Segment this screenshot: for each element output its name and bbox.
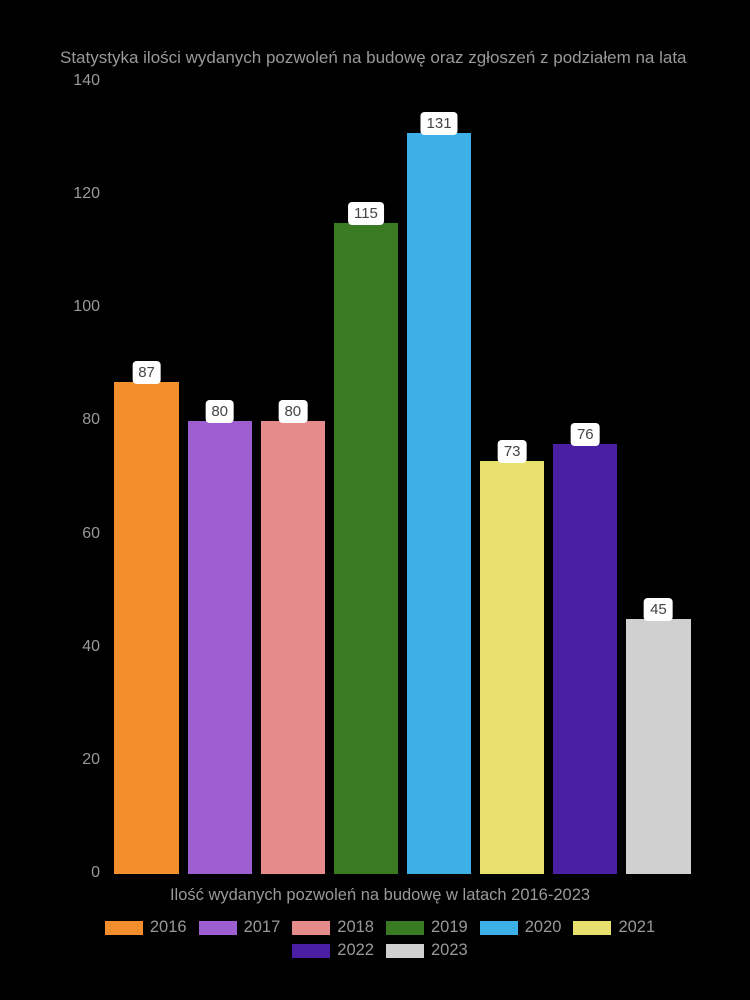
bar-value-label: 73 <box>498 440 527 463</box>
x-axis-label: Ilość wydanych pozwoleń na budowę w lata… <box>60 886 700 905</box>
bar-value-label: 131 <box>421 112 458 135</box>
legend-item: 2017 <box>199 918 281 937</box>
legend-swatch <box>480 921 518 935</box>
y-tick-label: 100 <box>50 298 100 316</box>
bar <box>407 133 471 874</box>
bar <box>480 461 544 874</box>
legend-item: 2016 <box>105 918 187 937</box>
legend-label: 2018 <box>337 918 374 937</box>
y-tick-label: 140 <box>50 72 100 90</box>
bar-value-label: 87 <box>132 361 161 384</box>
bar <box>261 421 325 874</box>
legend-swatch <box>573 921 611 935</box>
bar <box>188 421 252 874</box>
legend-item: 2019 <box>386 918 468 937</box>
legend-swatch <box>386 921 424 935</box>
legend-item: 2018 <box>292 918 374 937</box>
y-tick-label: 60 <box>50 525 100 543</box>
bar-value-label: 76 <box>571 423 600 446</box>
bar <box>334 223 398 874</box>
legend-item: 2022 <box>292 941 374 960</box>
legend-label: 2016 <box>150 918 187 937</box>
legend-swatch <box>386 944 424 958</box>
legend-swatch <box>105 921 143 935</box>
chart-title: Statystyka ilości wydanych pozwoleń na b… <box>60 48 687 68</box>
legend-swatch <box>292 921 330 935</box>
legend-label: 2019 <box>431 918 468 937</box>
bar <box>626 619 690 874</box>
legend: 2016 2017 2018 2019 2020 2021 2022 2023 <box>60 918 700 960</box>
bar-value-label: 80 <box>205 400 234 423</box>
bar-value-label: 115 <box>348 202 384 225</box>
legend-label: 2020 <box>525 918 562 937</box>
legend-item: 2020 <box>480 918 562 937</box>
legend-item: 2023 <box>386 941 468 960</box>
plot-area: 87 80 80 115 131 73 76 45 <box>110 82 695 874</box>
legend-label: 2021 <box>618 918 655 937</box>
bar-value-label: 45 <box>644 598 673 621</box>
y-tick-label: 0 <box>50 864 100 882</box>
y-tick-label: 120 <box>50 185 100 203</box>
legend-swatch <box>292 944 330 958</box>
legend-label: 2023 <box>431 941 468 960</box>
bar-value-label: 80 <box>278 400 307 423</box>
y-tick-label: 80 <box>50 411 100 429</box>
chart-container: Statystyka ilości wydanych pozwoleń na b… <box>0 0 750 1000</box>
legend-item: 2021 <box>573 918 655 937</box>
y-tick-label: 20 <box>50 751 100 769</box>
bar <box>114 382 178 874</box>
legend-label: 2022 <box>337 941 374 960</box>
legend-swatch <box>199 921 237 935</box>
legend-label: 2017 <box>244 918 281 937</box>
y-tick-label: 40 <box>50 638 100 656</box>
bar <box>553 444 617 874</box>
